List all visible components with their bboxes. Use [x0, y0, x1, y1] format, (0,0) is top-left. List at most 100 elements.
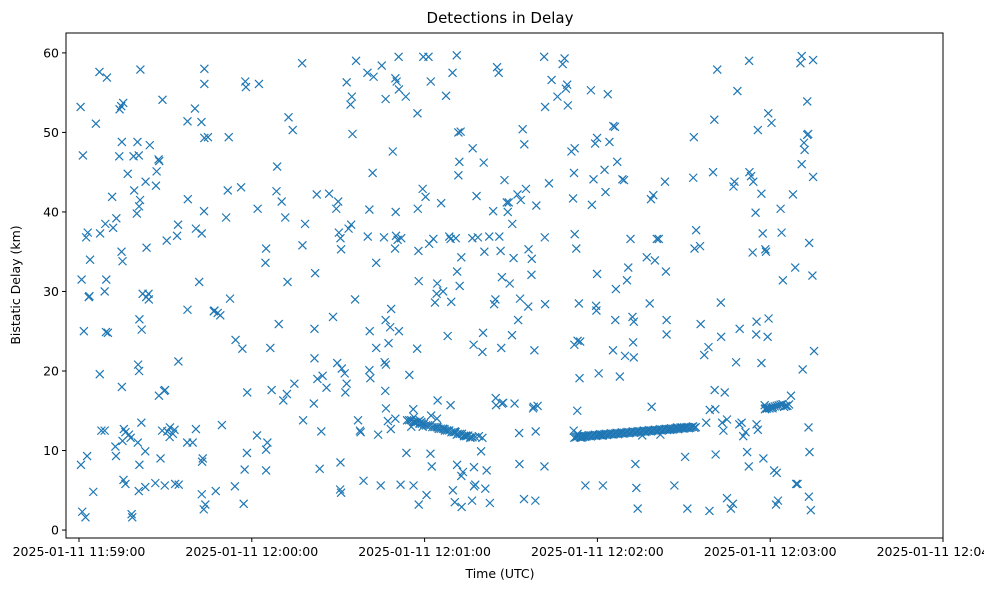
data-point: [95, 228, 105, 238]
data-point: [457, 502, 467, 512]
data-point: [528, 403, 538, 413]
data-point: [315, 464, 325, 474]
data-point: [504, 197, 514, 207]
data-point: [162, 236, 172, 245]
data-point: [386, 424, 396, 434]
data-point: [452, 460, 462, 470]
data-point: [752, 317, 761, 327]
data-point: [806, 505, 816, 515]
data-point: [197, 457, 207, 467]
data-point: [111, 213, 121, 223]
data-point: [383, 416, 393, 426]
data-point: [642, 252, 652, 262]
data-point: [96, 426, 106, 436]
data-point: [454, 157, 464, 167]
data-point: [134, 366, 144, 376]
data-point: [680, 452, 690, 462]
data-point: [350, 294, 360, 304]
data-point: [199, 64, 209, 74]
data-point: [467, 496, 477, 506]
data-point: [803, 129, 813, 139]
data-point: [682, 504, 692, 513]
data-point: [572, 406, 582, 416]
data-point: [404, 370, 414, 380]
data-point: [778, 275, 788, 285]
data-point: [272, 186, 281, 196]
data-point: [772, 468, 782, 478]
data-point: [79, 326, 89, 336]
data-point: [324, 189, 334, 199]
data-point: [421, 192, 430, 202]
data-point: [705, 506, 714, 516]
data-point: [197, 489, 207, 499]
data-point: [310, 268, 320, 278]
data-point: [456, 127, 466, 137]
data-point: [134, 151, 144, 160]
data-point: [645, 298, 655, 308]
data-point: [540, 299, 550, 309]
data-point: [436, 198, 446, 208]
x-axis-label: Time (UTC): [464, 566, 534, 581]
data-point: [432, 279, 442, 288]
y-tick-label: 20: [43, 363, 59, 378]
data-point: [476, 446, 486, 456]
data-point: [465, 432, 475, 442]
data-point: [453, 127, 463, 137]
data-point: [117, 137, 127, 147]
data-point: [612, 157, 622, 167]
data-point: [127, 509, 137, 519]
data-point: [544, 178, 554, 188]
data-point: [371, 258, 381, 268]
data-point: [394, 52, 404, 62]
data-point: [414, 276, 424, 286]
data-point: [748, 248, 758, 257]
data-point: [699, 350, 709, 360]
data-point: [630, 459, 640, 469]
data-point: [221, 213, 231, 222]
data-point: [441, 91, 451, 101]
data-point: [470, 480, 480, 490]
data-point: [328, 312, 338, 322]
data-point: [230, 481, 240, 491]
data-point: [558, 59, 568, 69]
y-tick-label: 0: [51, 523, 59, 538]
data-point: [784, 399, 794, 409]
data-point: [741, 427, 750, 437]
data-point: [494, 232, 504, 242]
data-point: [482, 465, 492, 475]
data-point: [704, 342, 713, 352]
data-point: [650, 256, 660, 265]
data-point: [353, 415, 363, 425]
data-point: [492, 62, 502, 72]
data-point: [100, 287, 110, 296]
data-point: [391, 207, 401, 217]
data-point: [515, 294, 525, 304]
data-point: [580, 481, 590, 490]
data-point: [158, 95, 167, 105]
data-point: [563, 100, 573, 110]
data-point: [348, 129, 357, 139]
data-point: [790, 263, 800, 273]
data-point: [280, 213, 290, 222]
data-point: [309, 399, 319, 409]
data-point: [446, 297, 456, 307]
data-point: [711, 450, 721, 459]
data-point: [82, 451, 92, 461]
data-point: [478, 328, 488, 338]
x-tick-label: 2025-01-11 12:04:00: [877, 544, 984, 559]
data-point: [396, 480, 405, 490]
data-point: [174, 480, 184, 490]
data-point: [217, 420, 227, 430]
data-point: [802, 96, 812, 106]
data-point: [396, 233, 406, 243]
data-point: [346, 100, 355, 109]
data-point: [337, 364, 347, 374]
data-point: [390, 73, 400, 83]
data-point: [108, 223, 118, 233]
data-point: [368, 168, 378, 178]
data-point: [603, 89, 613, 99]
data-point: [427, 422, 437, 432]
data-point: [575, 373, 584, 383]
data-point: [151, 181, 161, 191]
data-point: [242, 448, 252, 458]
